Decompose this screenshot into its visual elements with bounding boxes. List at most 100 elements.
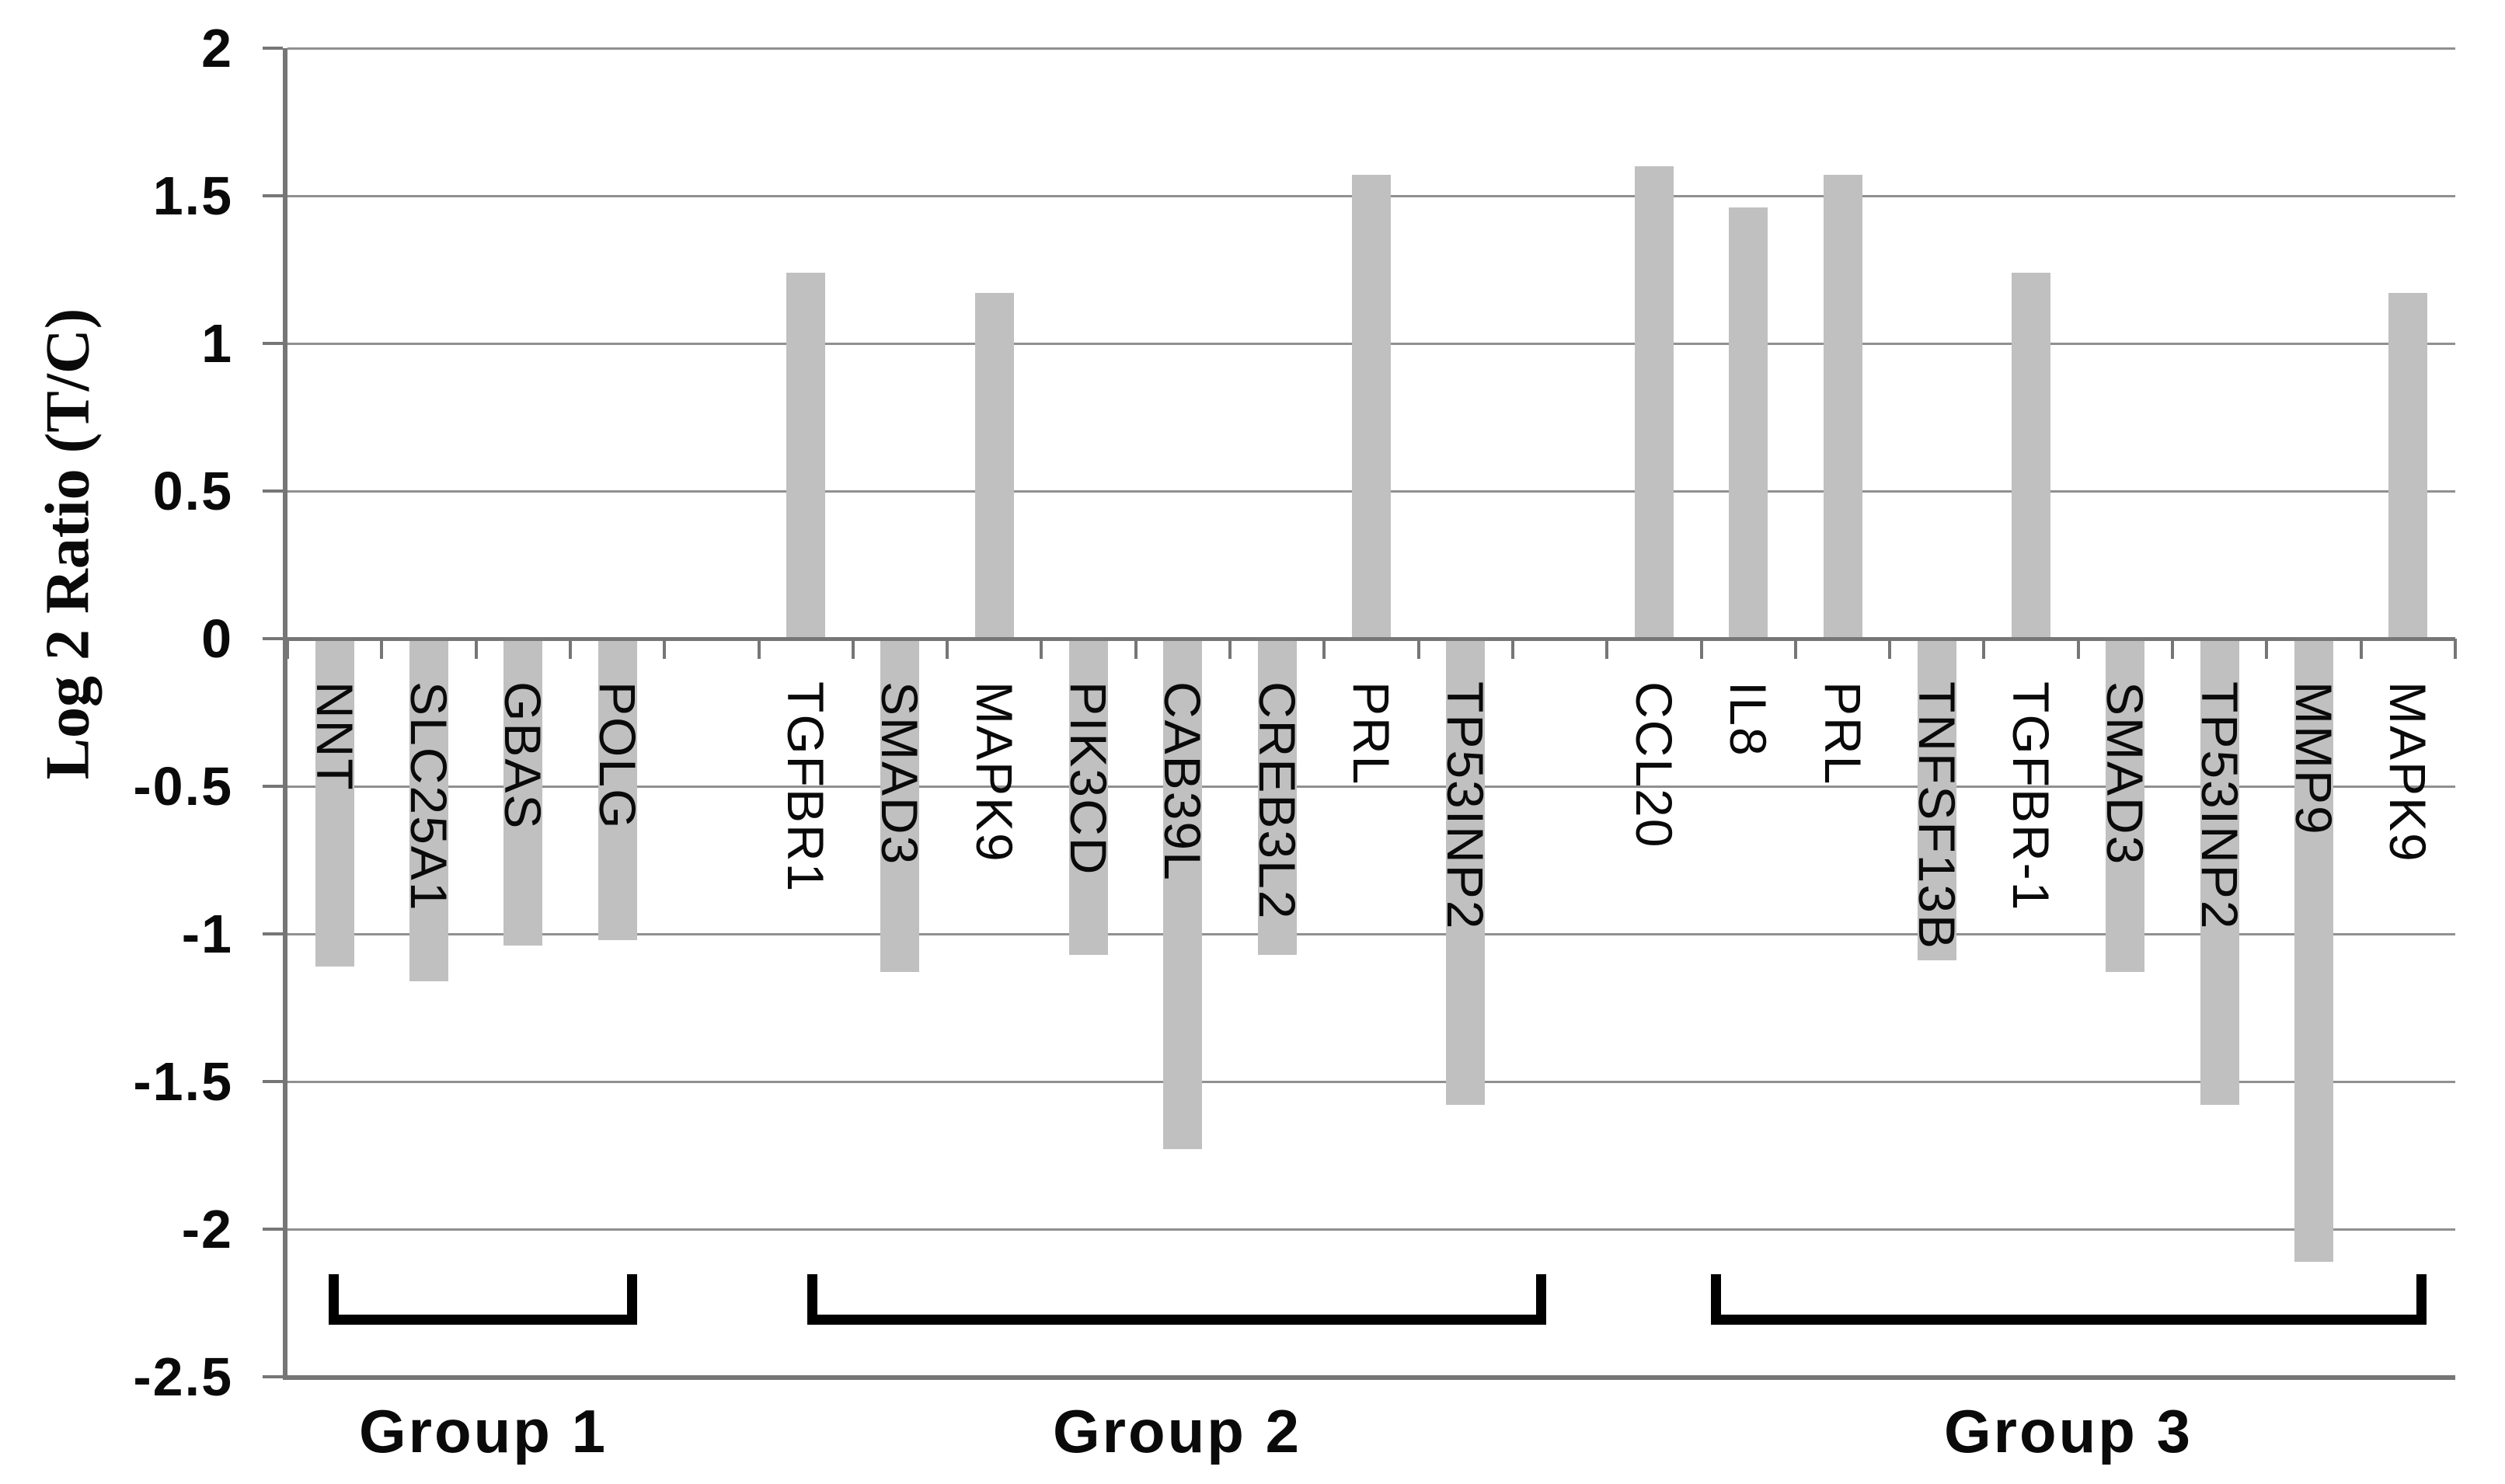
group-bracket bbox=[1711, 1274, 2427, 1325]
y-axis-line bbox=[283, 48, 287, 1379]
bar-SLC25A1 bbox=[409, 639, 448, 981]
y-axis-tick bbox=[263, 342, 283, 345]
gene-label: SLC25A1 bbox=[399, 681, 458, 912]
group-label: Group 2 bbox=[1052, 1397, 1302, 1465]
x-axis-tick bbox=[2076, 639, 2080, 659]
gene-label: MAPK9 bbox=[965, 681, 1023, 863]
x-axis-tick bbox=[1699, 639, 1703, 659]
gene-label: CREB3L2 bbox=[1248, 681, 1306, 921]
x-axis-tick bbox=[1322, 639, 1326, 659]
h-gridline bbox=[287, 1080, 2455, 1083]
bar-PIK3CD bbox=[1069, 639, 1109, 955]
gene-label: CAB39L bbox=[1154, 681, 1212, 882]
bar-CAB39L bbox=[1163, 639, 1203, 1150]
gene-label: SMAD3 bbox=[871, 681, 929, 866]
group-bracket bbox=[329, 1274, 637, 1325]
gene-label: TGFBR-1 bbox=[2002, 681, 2061, 912]
x-axis-tick bbox=[2265, 639, 2269, 659]
gene-label: NNT bbox=[305, 681, 364, 792]
bar-TP53INP2 bbox=[2200, 639, 2239, 1106]
group-label: Group 1 bbox=[358, 1397, 608, 1465]
y-axis-tick bbox=[263, 932, 283, 935]
bar-SMAD3 bbox=[880, 639, 920, 973]
y-tick-label: -0.5 bbox=[133, 756, 233, 817]
x-axis-tick bbox=[286, 639, 289, 659]
bar-NNT bbox=[315, 639, 354, 967]
bar-TNFSF13B bbox=[1917, 639, 1956, 961]
y-tick-label: 0.5 bbox=[152, 461, 233, 521]
x-axis-line bbox=[287, 637, 2455, 641]
bar-POLG bbox=[598, 639, 637, 940]
x-axis-tick bbox=[946, 639, 949, 659]
gene-label: GBAS bbox=[494, 681, 552, 831]
h-gridline bbox=[287, 1228, 2455, 1231]
bar-TGFBR1 bbox=[786, 272, 826, 639]
y-tick-label: -2.5 bbox=[133, 1346, 233, 1407]
gene-label: PIK3CD bbox=[1060, 681, 1118, 876]
x-axis-tick bbox=[2359, 639, 2363, 659]
bar-MAPK9 bbox=[2388, 293, 2428, 639]
gene-label: MAPK9 bbox=[2379, 681, 2437, 863]
group-bracket bbox=[807, 1274, 1546, 1325]
x-axis-tick bbox=[568, 639, 572, 659]
bar-MMP9 bbox=[2294, 639, 2334, 1262]
gene-label: MMP9 bbox=[2285, 681, 2343, 836]
h-gridline bbox=[287, 785, 2455, 788]
bar-PRL bbox=[1823, 175, 1862, 639]
bar-SMAD3 bbox=[2106, 639, 2145, 973]
y-tick-label: -2 bbox=[181, 1199, 233, 1259]
y-axis-tick bbox=[263, 1228, 283, 1231]
x-axis-tick bbox=[1793, 639, 1797, 659]
gene-label: SMAD3 bbox=[2096, 681, 2155, 866]
gene-label: IL8 bbox=[1719, 681, 1778, 758]
x-axis-tick bbox=[2171, 639, 2175, 659]
gene-label: TGFBR1 bbox=[777, 681, 835, 894]
gene-label: TNFSF13B bbox=[1907, 681, 1966, 951]
gene-label: PRL bbox=[1343, 681, 1400, 786]
bar-TGFBR-1 bbox=[2012, 272, 2051, 639]
x-axis-tick bbox=[757, 639, 761, 659]
y-axis-tick bbox=[263, 194, 283, 197]
y-tick-label: 0 bbox=[201, 608, 233, 669]
x-axis-tick bbox=[380, 639, 384, 659]
gene-label: PRL bbox=[1813, 681, 1872, 786]
y-tick-label: 2 bbox=[201, 18, 233, 78]
y-axis-tick bbox=[263, 47, 283, 50]
bar-IL8 bbox=[1729, 207, 1768, 639]
x-axis-tick bbox=[1228, 639, 1232, 659]
x-axis-tick bbox=[2454, 639, 2457, 659]
y-tick-label: -1.5 bbox=[133, 1051, 233, 1112]
x-axis-tick bbox=[1605, 639, 1609, 659]
group-label: Group 3 bbox=[1943, 1397, 2193, 1465]
x-axis-tick bbox=[1888, 639, 1892, 659]
gene-label: POLG bbox=[588, 681, 646, 831]
y-tick-label: 1 bbox=[201, 313, 233, 374]
bar-GBAS bbox=[503, 639, 543, 946]
gene-label: CCL20 bbox=[1625, 681, 1683, 849]
y-axis-tick bbox=[263, 1080, 283, 1083]
y-axis-tick bbox=[263, 1375, 283, 1378]
h-gridline bbox=[287, 47, 2455, 50]
y-axis-tick bbox=[263, 489, 283, 493]
x-axis-tick bbox=[663, 639, 667, 659]
x-axis-tick bbox=[474, 639, 478, 659]
x-axis-tick bbox=[1510, 639, 1514, 659]
plot-bottom-border bbox=[283, 1375, 2455, 1380]
y-tick-label: 1.5 bbox=[152, 165, 233, 226]
h-gridline bbox=[287, 932, 2455, 935]
gene-label: TP53INP2 bbox=[1437, 681, 1495, 931]
gene-label: TP53INP2 bbox=[2190, 681, 2249, 931]
x-axis-tick bbox=[1040, 639, 1043, 659]
bar-MAPK9 bbox=[974, 293, 1014, 639]
x-axis-tick bbox=[1982, 639, 1986, 659]
y-axis-title: Log 2 Ratio (T/C) bbox=[33, 308, 103, 780]
bar-CREB3L2 bbox=[1257, 639, 1297, 955]
x-axis-tick bbox=[851, 639, 855, 659]
y-axis-tick bbox=[263, 637, 283, 640]
bar-TP53INP2 bbox=[1446, 639, 1486, 1106]
bar-CCL20 bbox=[1634, 166, 1674, 639]
x-axis-tick bbox=[1416, 639, 1420, 659]
y-axis-tick bbox=[263, 785, 283, 788]
x-axis-tick bbox=[1134, 639, 1138, 659]
